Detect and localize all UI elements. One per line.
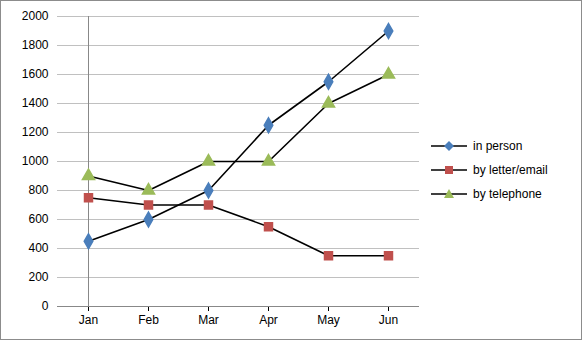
svg-text:Jun: Jun xyxy=(379,313,398,327)
html-text:by telephone: by telephone xyxy=(473,187,542,201)
html-text:by letter/email: by letter/email xyxy=(473,163,548,177)
svg-text:2000: 2000 xyxy=(22,9,49,23)
svg-text:400: 400 xyxy=(28,241,48,255)
svg-text:0: 0 xyxy=(42,299,49,313)
svg-text:Mar: Mar xyxy=(198,313,219,327)
svg-text:May: May xyxy=(317,313,340,327)
svg-text:800: 800 xyxy=(28,183,48,197)
svg-text:1200: 1200 xyxy=(22,125,49,139)
html-text:in person: in person xyxy=(473,139,523,153)
svg-text:Jan: Jan xyxy=(79,313,98,327)
svg-text:Apr: Apr xyxy=(259,313,278,327)
svg-text:600: 600 xyxy=(28,212,48,226)
svg-text:1000: 1000 xyxy=(22,154,49,168)
svg-text:1400: 1400 xyxy=(22,96,49,110)
svg-text:1800: 1800 xyxy=(22,38,49,52)
svg-text:1600: 1600 xyxy=(22,67,49,81)
svg-text:Feb: Feb xyxy=(138,313,159,327)
svg-text:200: 200 xyxy=(28,270,48,284)
